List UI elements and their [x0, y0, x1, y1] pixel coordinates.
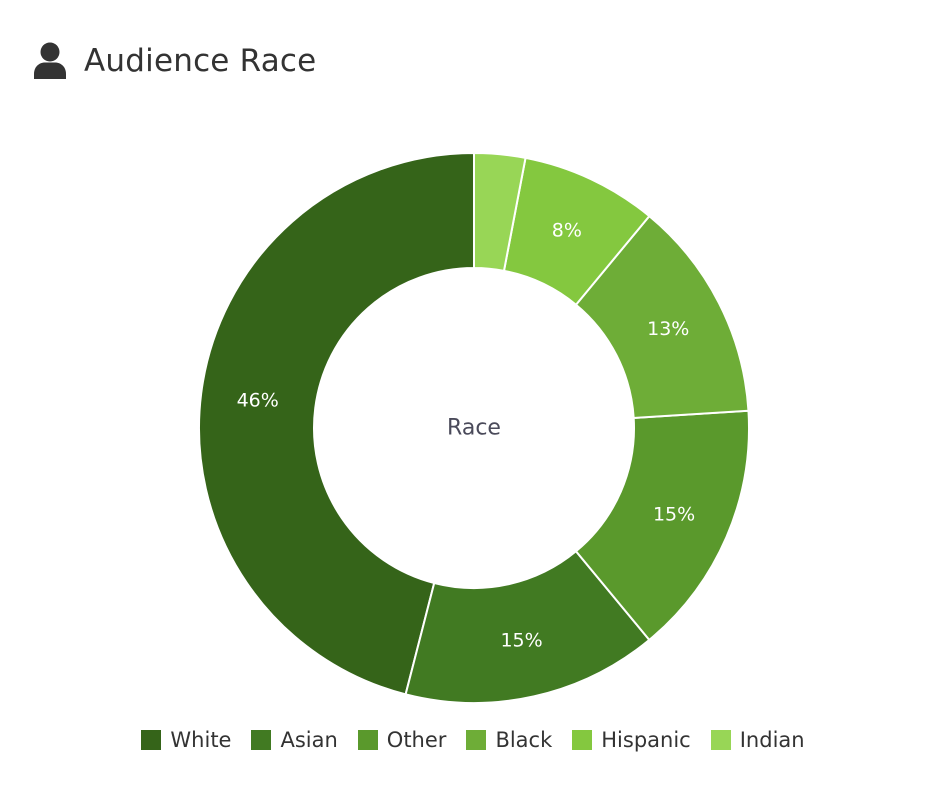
legend-swatch: [357, 730, 378, 750]
slice-other[interactable]: [574, 409, 750, 642]
legend-item-asian[interactable]: Asian: [251, 728, 338, 752]
data-label-hispanic: 8%: [552, 220, 582, 242]
legend-item-white[interactable]: White: [141, 728, 231, 752]
donut-chart: 46% 15% 15% 13% 8% Race: [198, 151, 750, 704]
data-label-asian: 15%: [500, 630, 542, 652]
legend-item-black[interactable]: Black: [466, 728, 552, 752]
center-label: Race: [447, 416, 501, 441]
legend-label: Indian: [739, 728, 805, 752]
chart-header: Audience Race: [32, 38, 316, 84]
chart-legend: White Asian Other Black Hispanic Indian: [0, 728, 946, 752]
legend-swatch: [466, 730, 487, 750]
legend-swatch: [141, 730, 162, 750]
slice-black[interactable]: [574, 214, 750, 420]
legend-item-hispanic[interactable]: Hispanic: [572, 728, 691, 752]
legend-swatch: [251, 730, 272, 750]
slice-asian[interactable]: [404, 549, 651, 704]
data-label-black: 13%: [647, 318, 689, 340]
legend-item-other[interactable]: Other: [357, 728, 447, 752]
data-label-white: 46%: [237, 390, 279, 412]
slice-indian[interactable]: [473, 151, 527, 273]
legend-label: Other: [386, 728, 447, 752]
legend-swatch: [572, 730, 593, 750]
legend-swatch: [710, 730, 731, 750]
legend-label: White: [170, 728, 232, 752]
user-icon: [32, 41, 68, 81]
legend-item-indian[interactable]: Indian: [710, 728, 805, 752]
slice-white[interactable]: [198, 151, 475, 696]
slice-hispanic[interactable]: [502, 156, 651, 307]
data-label-other: 15%: [653, 504, 695, 526]
chart-title: Audience Race: [84, 43, 317, 79]
legend-label: Asian: [280, 728, 338, 752]
legend-label: Black: [495, 728, 553, 752]
legend-label: Hispanic: [601, 728, 691, 752]
